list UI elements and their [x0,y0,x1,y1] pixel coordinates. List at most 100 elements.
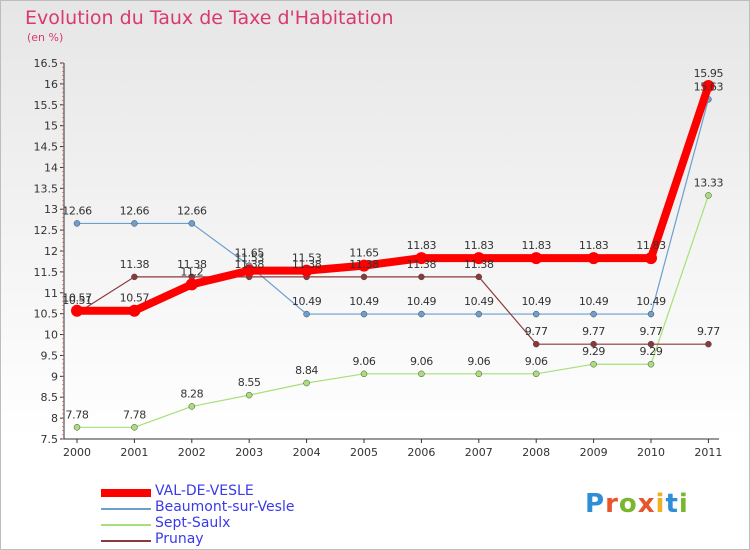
x-tick-label: 2009 [580,446,608,459]
y-tick-label: 11.5 [34,266,59,279]
y-tick-label: 14.5 [34,141,59,154]
data-point [705,340,712,348]
data-point [243,264,256,277]
y-tick-label: 16 [44,78,58,91]
data-label: 9.06 [525,355,548,368]
logo-letter: t [665,489,679,519]
data-point [418,310,425,318]
y-tick-label: 14 [44,161,58,174]
data-point [303,310,310,318]
series-line [77,99,709,315]
data-label: 10.49 [579,295,609,308]
legend-label: Prunay [155,531,204,547]
data-point [475,273,483,281]
data-label: 11.2 [180,265,203,278]
x-tick-label: 2002 [178,446,206,459]
data-point [73,220,81,227]
x-tick-label: 2008 [522,446,550,459]
data-label: 15.95 [694,67,724,80]
data-label: 11.83 [636,239,666,252]
series-line [76,276,709,345]
y-tick-label: 12.5 [34,224,59,237]
data-point [415,252,428,265]
data-label: 11.38 [407,258,437,271]
x-tick-label: 2011 [694,446,722,459]
data-point [475,310,483,318]
y-tick-label: 10.5 [34,308,59,321]
data-point [73,424,81,431]
x-tick-label: 2007 [465,446,493,459]
legend-label: VAL-DE-VESLE [155,483,254,499]
data-point [303,379,310,387]
data-label: 10.49 [349,295,379,308]
logo-letter: P [585,489,606,519]
legend-swatch [101,524,151,526]
data-point [647,360,655,368]
data-point [705,192,712,199]
proxiti-logo: Proxiti [585,489,689,519]
data-point [360,370,368,378]
data-point [587,252,600,265]
series-line [77,195,709,428]
data-label: 10.49 [407,295,437,308]
data-label: 11.38 [120,258,150,271]
chart-subtitle: (en %) [27,31,64,44]
data-point [472,252,485,265]
data-point [590,360,597,368]
chart-title: Evolution du Taux de Taxe d'Habitation [25,7,394,29]
data-label: 11.38 [292,258,322,271]
data-label: 9.77 [582,325,605,338]
data-label: 11.38 [177,258,207,271]
legend-swatch [101,489,151,497]
data-label: 11.65 [234,247,264,260]
data-label: 10.49 [521,295,551,308]
y-tick-label: 15 [44,120,58,133]
logo-letter: i [678,489,689,519]
data-label: 9.77 [697,325,720,338]
data-label: 11.83 [464,239,494,252]
data-point [532,340,540,348]
data-label: 11.83 [407,239,437,252]
data-point [645,252,657,265]
data-label: 10.57 [120,292,150,305]
data-label: 10.51 [62,294,92,307]
x-tick-label: 2001 [120,446,148,459]
x-tick-label: 2003 [235,446,263,459]
y-tick-label: 12 [44,245,58,258]
data-label: 9.06 [410,355,433,368]
y-tick-label: 8.5 [41,391,59,404]
x-tick-label: 2006 [407,446,435,459]
data-label: 9.29 [640,345,663,358]
logo-letter: o [618,489,638,519]
data-point [360,310,368,318]
x-tick-label: 2000 [63,446,91,459]
data-point [647,340,655,348]
data-point [131,273,138,281]
data-label: 7.78 [66,408,89,421]
data-point [131,220,138,227]
data-point [131,424,138,431]
data-label: 10.49 [464,295,494,308]
data-label: 8.84 [295,364,318,377]
data-point [185,278,198,291]
data-label: 8.28 [180,387,203,400]
data-label: 13.33 [694,176,724,189]
y-tick-label: 9 [51,370,58,383]
data-label: 9.06 [467,355,490,368]
series-line [77,84,713,315]
data-label: 11.83 [579,239,609,252]
data-point [647,310,655,318]
y-tick-label: 13.5 [34,182,59,195]
data-label: 10.49 [292,295,322,308]
data-point [128,304,141,317]
data-point [590,310,597,318]
data-label: 12.66 [177,204,207,217]
data-label: 9.29 [582,345,605,358]
data-point [360,273,368,281]
data-label: 11.83 [521,239,551,252]
y-tick-label: 16.5 [34,57,59,70]
y-tick-label: 11 [44,287,58,300]
data-point [418,273,425,281]
